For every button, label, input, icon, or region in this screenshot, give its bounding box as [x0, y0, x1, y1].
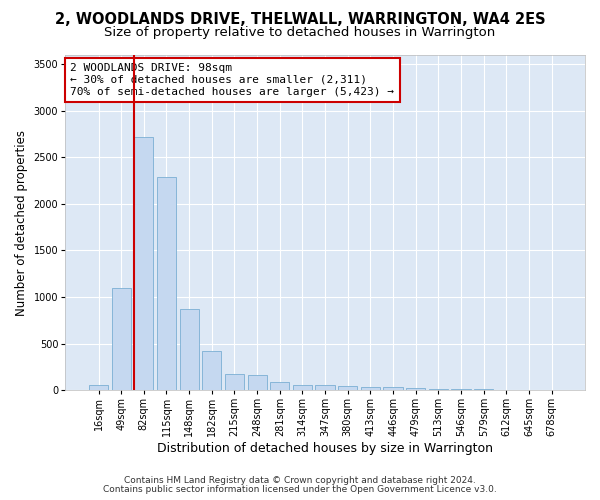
Bar [112, 288, 131, 390]
Text: Contains public sector information licensed under the Open Government Licence v3: Contains public sector information licen… [103, 485, 497, 494]
Bar [406, 388, 425, 390]
Bar [248, 375, 267, 390]
Bar [361, 387, 380, 390]
Bar [451, 389, 471, 390]
Text: 2, WOODLANDS DRIVE, THELWALL, WARRINGTON, WA4 2ES: 2, WOODLANDS DRIVE, THELWALL, WARRINGTON… [55, 12, 545, 28]
Bar [338, 386, 358, 390]
Bar [202, 352, 221, 390]
Y-axis label: Number of detached properties: Number of detached properties [15, 130, 28, 316]
Bar [429, 388, 448, 390]
Bar [179, 309, 199, 390]
Bar [316, 386, 335, 390]
Bar [157, 177, 176, 390]
Bar [89, 386, 108, 390]
Text: Size of property relative to detached houses in Warrington: Size of property relative to detached ho… [104, 26, 496, 39]
Text: 2 WOODLANDS DRIVE: 98sqm
← 30% of detached houses are smaller (2,311)
70% of sem: 2 WOODLANDS DRIVE: 98sqm ← 30% of detach… [70, 64, 394, 96]
Bar [225, 374, 244, 390]
Bar [270, 382, 289, 390]
Text: Contains HM Land Registry data © Crown copyright and database right 2024.: Contains HM Land Registry data © Crown c… [124, 476, 476, 485]
Bar [383, 388, 403, 390]
X-axis label: Distribution of detached houses by size in Warrington: Distribution of detached houses by size … [157, 442, 493, 455]
Bar [134, 137, 154, 390]
Bar [293, 384, 312, 390]
